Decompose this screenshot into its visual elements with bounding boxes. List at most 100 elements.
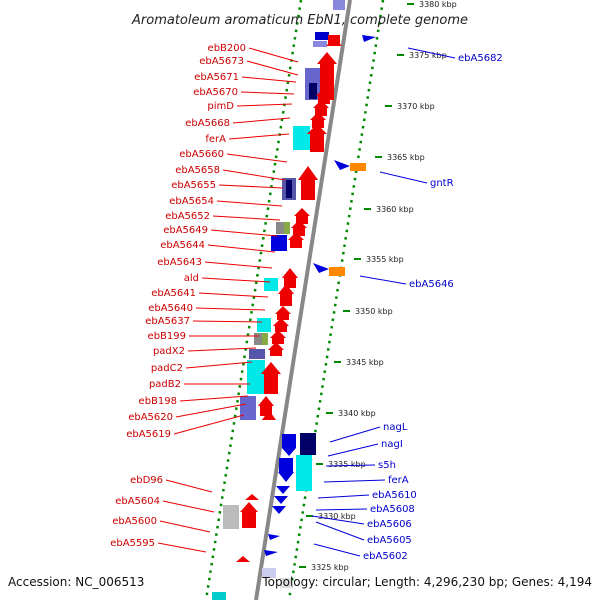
gene-leader-line bbox=[313, 543, 361, 557]
kbp-tick-label: 3355 kbp bbox=[366, 255, 404, 264]
gene-leader-line bbox=[212, 215, 281, 221]
gene-leader-line bbox=[228, 133, 290, 140]
gene-leader-line bbox=[240, 91, 295, 95]
gene-label[interactable]: ebA5646 bbox=[409, 279, 454, 290]
gene-leader-line bbox=[222, 169, 286, 181]
gene-leader-line bbox=[165, 479, 213, 493]
gene-label[interactable]: ebA5619 bbox=[126, 429, 171, 440]
gene-label[interactable]: ebB200 bbox=[208, 43, 246, 54]
gene-label[interactable]: s5h bbox=[378, 460, 396, 471]
gene-leader-line bbox=[198, 292, 269, 298]
gene-label[interactable]: padX2 bbox=[153, 346, 185, 357]
forward-gene-arrows bbox=[236, 35, 342, 562]
gene-label[interactable]: ebA5658 bbox=[175, 165, 220, 176]
gene-label[interactable]: ebA5654 bbox=[169, 196, 214, 207]
reverse-gene-arrows bbox=[264, 35, 376, 556]
gene-label[interactable]: ebA5649 bbox=[163, 225, 208, 236]
gene-leader-line bbox=[162, 500, 215, 513]
gene-label[interactable]: ferA bbox=[205, 134, 226, 145]
gene-leader-line bbox=[315, 508, 368, 511]
gene-leader-line bbox=[359, 275, 407, 285]
genome-backbone bbox=[254, 0, 352, 600]
gene-label[interactable]: ebA5602 bbox=[363, 551, 408, 562]
gene-leader-line bbox=[246, 60, 299, 76]
gene-leader-line bbox=[315, 521, 365, 541]
kbp-tick-label: 3380 kbp bbox=[419, 0, 457, 9]
orange-gene-arrows bbox=[329, 163, 366, 276]
gene-label[interactable]: nagL bbox=[383, 422, 408, 433]
gene-label[interactable]: ebA5673 bbox=[199, 56, 244, 67]
kbp-tick-label: 3345 kbp bbox=[346, 358, 384, 367]
gene-label[interactable]: ebA5655 bbox=[171, 180, 216, 191]
kbp-tick-label: 3325 kbp bbox=[311, 563, 349, 572]
accession-label: Accession: NC_006513 bbox=[8, 575, 144, 589]
gene-leader-line bbox=[187, 347, 257, 352]
gene-leader-line bbox=[236, 103, 293, 107]
feature-blocks bbox=[212, 0, 345, 600]
kbp-tick-label: 3375 kbp bbox=[409, 51, 447, 60]
gene-leader-line bbox=[327, 443, 379, 457]
gene-label[interactable]: ebA5620 bbox=[128, 412, 173, 423]
gene-label[interactable]: ebA5640 bbox=[148, 303, 193, 314]
gene-label[interactable]: ebA5644 bbox=[160, 240, 205, 251]
gene-leader-line bbox=[248, 47, 299, 63]
gene-leader-line bbox=[159, 520, 211, 533]
gene-label[interactable]: ebA5595 bbox=[110, 538, 155, 549]
gene-label[interactable]: nagI bbox=[381, 439, 403, 450]
gene-leader-line bbox=[407, 47, 456, 59]
gene-leader-line bbox=[210, 229, 278, 237]
gene-label[interactable]: gntR bbox=[430, 178, 454, 189]
gene-label[interactable]: ebA5671 bbox=[194, 72, 239, 83]
right-gene-labels: ebA5682 gntR ebA5646 nagL nagI s5h ferA ebA5610… bbox=[311, 47, 503, 562]
gene-label[interactable]: pimD bbox=[207, 101, 234, 112]
gene-leader-line bbox=[179, 395, 249, 402]
gene-leader-line bbox=[311, 515, 365, 525]
topology-label: Topology: circular; Length: 4,296,230 bp… bbox=[261, 575, 592, 589]
gene-label[interactable]: ebB199 bbox=[148, 331, 186, 342]
gene-label[interactable]: ebA5643 bbox=[157, 257, 202, 268]
page-title: Aromatoleum aromaticum EbN1, complete ge… bbox=[131, 13, 468, 28]
gene-leader-line bbox=[157, 542, 207, 553]
gene-label[interactable]: ebA5652 bbox=[165, 211, 210, 222]
gene-leader-line bbox=[173, 414, 245, 435]
kbp-scale: 3380 kbp 3375 kbp 3370 kbp 3365 kbp 3360 kbp… bbox=[299, 0, 457, 572]
gene-label[interactable]: ebA5637 bbox=[145, 316, 190, 327]
gene-label[interactable]: ebA5604 bbox=[115, 496, 160, 507]
gene-leader-line bbox=[317, 494, 370, 499]
gene-label[interactable]: ebA5668 bbox=[185, 118, 230, 129]
gene-leader-line bbox=[216, 200, 283, 207]
gene-label[interactable]: ebA5608 bbox=[370, 504, 415, 515]
gene-label[interactable]: ald bbox=[184, 273, 199, 284]
gene-label[interactable]: ebB198 bbox=[139, 396, 177, 407]
gene-label[interactable]: ebA5682 bbox=[458, 53, 503, 64]
gene-label[interactable]: padB2 bbox=[149, 379, 181, 390]
gene-leader-line bbox=[241, 76, 297, 83]
gene-leader-line bbox=[379, 171, 428, 184]
gene-leader-line bbox=[232, 117, 291, 124]
kbp-tick-label: 3340 kbp bbox=[338, 409, 376, 418]
gene-leader-line bbox=[323, 479, 386, 483]
kbp-tick-label: 3330 kbp bbox=[318, 512, 356, 521]
gene-leader-line bbox=[226, 153, 288, 163]
gene-label[interactable]: ebD96 bbox=[130, 475, 163, 486]
kbp-tick-label: 3365 kbp bbox=[387, 153, 425, 162]
kbp-tick-label: 3350 kbp bbox=[355, 307, 393, 316]
gene-leader-line bbox=[192, 320, 263, 323]
gene-label[interactable]: ebA5670 bbox=[193, 87, 238, 98]
gene-leader-line bbox=[207, 244, 276, 253]
left-gene-labels: ebB200 ebA5673 ebA5671 ebA5670 pimD ebA5668 fe… bbox=[110, 43, 299, 553]
gene-label[interactable]: ebA5605 bbox=[367, 535, 412, 546]
gene-leader-line bbox=[185, 361, 253, 369]
gene-leader-line bbox=[195, 307, 266, 311]
gene-label[interactable]: padC2 bbox=[151, 363, 183, 374]
gene-label[interactable]: ebA5660 bbox=[179, 149, 224, 160]
gene-leader-line bbox=[175, 403, 247, 418]
gene-label[interactable]: ebA5610 bbox=[372, 490, 417, 501]
gene-label[interactable]: ebA5606 bbox=[367, 519, 412, 530]
gene-label[interactable]: ebA5600 bbox=[112, 516, 157, 527]
kbp-tick-label: 3335 kbp bbox=[328, 460, 366, 469]
gene-leader-line bbox=[204, 261, 273, 269]
gene-label[interactable]: ferA bbox=[388, 475, 409, 486]
gene-label[interactable]: ebA5641 bbox=[151, 288, 196, 299]
